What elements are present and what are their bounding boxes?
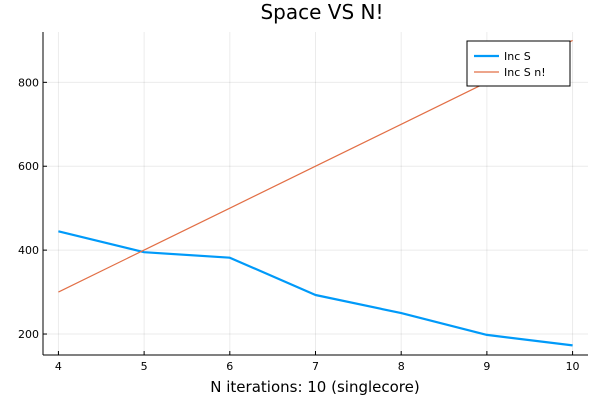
- tick-labels: 4 5 6 7 8 9 10 200 400 600 800: [18, 76, 580, 373]
- legend-box: [466, 40, 571, 87]
- x-tick-label: 7: [312, 360, 319, 373]
- x-axis-label: N iterations: 10 (singlecore): [210, 378, 419, 396]
- x-tick-label: 10: [566, 360, 580, 373]
- y-tick-label: 800: [18, 76, 39, 89]
- x-tick-label: 6: [226, 360, 233, 373]
- legend-label: Inc S: [504, 50, 531, 63]
- x-tick-label: 9: [483, 360, 490, 373]
- chart-title: Space VS N!: [260, 0, 383, 24]
- y-tick-label: 200: [18, 328, 39, 341]
- legend-label: Inc S n!: [504, 66, 546, 79]
- y-tick-label: 600: [18, 160, 39, 173]
- series-line-inc-s: [58, 230, 573, 347]
- x-tick-label: 8: [398, 360, 405, 373]
- x-tick-label: 5: [141, 360, 148, 373]
- y-tick-label: 400: [18, 244, 39, 257]
- x-tick-label: 4: [55, 360, 62, 373]
- legend: Inc S Inc S n!: [466, 40, 571, 87]
